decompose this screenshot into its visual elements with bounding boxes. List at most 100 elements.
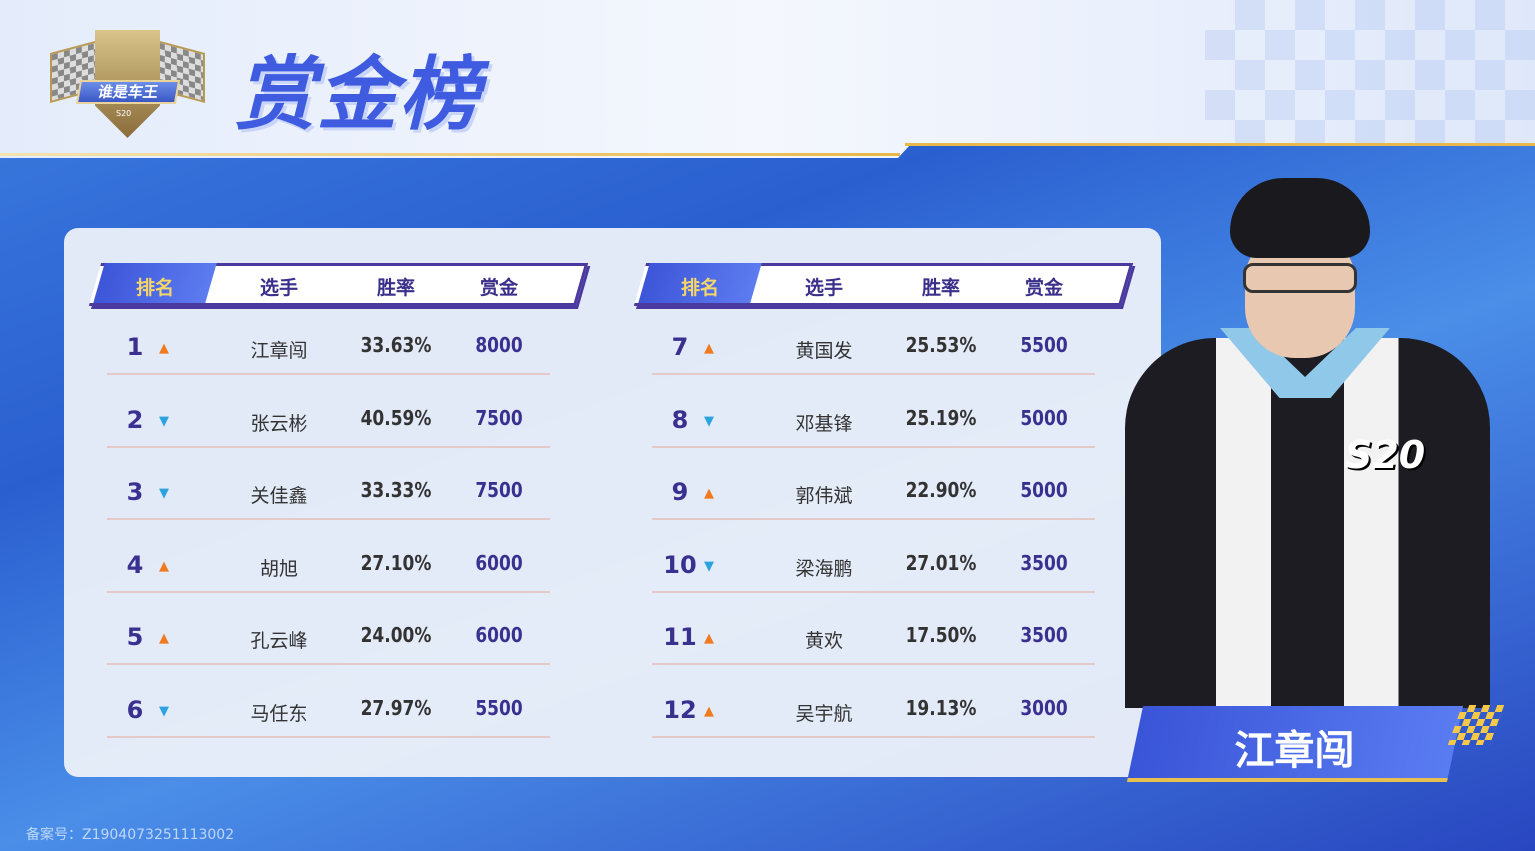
rank-number: 4 (126, 550, 144, 579)
jersey-logo: S20 (1345, 433, 1426, 477)
rank-number: 2 (126, 405, 144, 434)
player-name: 吴宇航 (795, 702, 853, 725)
trend-up-icon: ▲ (704, 703, 714, 719)
player-name: 黄欢 (804, 630, 844, 652)
table-row: 6 ▼ 马任东 27.97% 5500 (107, 666, 550, 738)
player-name: 关佳鑫 (250, 485, 308, 507)
trend-down-icon: ▼ (159, 703, 169, 719)
rank-number: 7 (671, 333, 689, 361)
trend-up-icon: ▲ (704, 631, 714, 646)
table-row: 1 ▲ 江章闯 33.63% 8000 (107, 303, 550, 375)
win-rate: 33.33% (360, 478, 432, 502)
trend-down-icon: ▼ (704, 558, 714, 574)
table-row: 8 ▼ 邓基锋 25.19% 5000 (652, 376, 1095, 448)
table-header: 排名 选手 胜率 赏金 (633, 263, 1134, 306)
win-rate: 40.59% (360, 405, 432, 430)
bounty: 6000 (475, 623, 523, 647)
table-row: 11 ▲ 黄欢 17.50% 3500 (652, 593, 1095, 665)
trend-up-icon: ▲ (159, 341, 169, 356)
trend-up-icon: ▲ (159, 558, 169, 574)
bounty: 7500 (475, 405, 523, 430)
bounty: 5000 (1020, 405, 1068, 430)
player-name: 梁海鹏 (795, 557, 853, 580)
logo-text: 谁是车王 (75, 80, 181, 104)
bounty: 6000 (475, 550, 523, 575)
bounty: 7500 (475, 478, 523, 502)
player-name: 江章闯 (250, 340, 308, 362)
jacket (1125, 338, 1490, 708)
leaderboard-table-right: 排名 选手 胜率 赏金 7 ▲ 黄国发 25.53% 5500 8 ▼ 邓基锋 25.19% 5000 9 ▲… (633, 263, 1134, 738)
header-banner (0, 0, 1535, 158)
col-winrate: 胜率 (921, 277, 961, 299)
bounty: 3500 (1020, 550, 1068, 575)
bounty: 5500 (475, 695, 523, 720)
logo-sub: S20 (116, 109, 132, 118)
player-name: 孔云峰 (250, 630, 308, 652)
trend-down-icon: ▼ (159, 486, 169, 501)
col-rank: 排名 (680, 277, 720, 299)
featured-player-photo: S20 (1125, 178, 1490, 708)
rank-number: 8 (671, 405, 689, 434)
rank-number: 3 (126, 478, 144, 506)
bounty: 5500 (1020, 333, 1068, 357)
page-title: 赏金榜 (235, 48, 481, 141)
col-player: 选手 (259, 277, 299, 299)
win-rate: 17.50% (905, 623, 977, 647)
table-row: 10 ▼ 梁海鹏 27.01% 3500 (652, 521, 1095, 593)
win-rate: 25.53% (905, 333, 977, 357)
table-row: 4 ▲ 胡旭 27.10% 6000 (107, 521, 550, 593)
icp-number: 备案号：Z1904073251113002 (26, 827, 235, 843)
trend-down-icon: ▼ (704, 413, 714, 429)
bounty: 8000 (475, 333, 523, 357)
win-rate: 24.00% (360, 623, 432, 647)
table-row: 3 ▼ 关佳鑫 33.33% 7500 (107, 448, 550, 520)
player-name: 胡旭 (259, 557, 299, 580)
win-rate: 27.10% (360, 550, 432, 575)
leaderboard-panel (64, 228, 1161, 777)
table-header: 排名 选手 胜率 赏金 (88, 263, 589, 306)
table-row: 7 ▲ 黄国发 25.53% 5500 (652, 303, 1095, 375)
rank-number: 1 (126, 333, 144, 361)
table-row: 12 ▲ 吴宇航 19.13% 3000 (652, 666, 1095, 738)
glasses (1243, 263, 1357, 293)
bounty: 3500 (1020, 623, 1068, 647)
bounty: 3000 (1020, 695, 1068, 720)
leaderboard-table-left: 排名 选手 胜率 赏金 1 ▲ 江章闯 33.63% 8000 2 ▼ 张云彬 40.59% 7500 3 ▼… (88, 263, 589, 738)
rank-number: 5 (126, 623, 144, 651)
win-rate: 25.19% (905, 405, 977, 430)
trend-up-icon: ▲ (704, 341, 714, 356)
col-bounty: 赏金 (479, 277, 519, 299)
hair (1230, 178, 1370, 258)
gold-divider (905, 143, 1535, 146)
win-rate: 22.90% (905, 478, 977, 502)
win-rate: 33.63% (360, 333, 432, 357)
player-name: 黄国发 (795, 340, 853, 362)
player-name: 邓基锋 (795, 412, 853, 435)
featured-player-namecard: 江章闯 (1126, 706, 1464, 782)
trend-up-icon: ▲ (159, 631, 169, 646)
face (1245, 238, 1355, 358)
win-rate: 27.01% (905, 550, 977, 575)
col-winrate: 胜率 (376, 277, 416, 299)
trend-up-icon: ▲ (704, 486, 714, 501)
player-name: 张云彬 (250, 412, 308, 435)
col-rank: 排名 (135, 277, 175, 299)
col-player: 选手 (804, 277, 844, 299)
rank-number: 11 (663, 623, 697, 651)
col-bounty: 赏金 (1024, 277, 1064, 299)
table-row: 5 ▲ 孔云峰 24.00% 6000 (107, 593, 550, 665)
bounty: 5000 (1020, 478, 1068, 502)
trend-down-icon: ▼ (159, 413, 169, 429)
gold-divider (0, 153, 900, 156)
table-row: 9 ▲ 郭伟斌 22.90% 5000 (652, 448, 1095, 520)
win-rate: 27.97% (360, 695, 432, 720)
event-logo: 谁是车王 S20 (50, 25, 205, 140)
rank-number: 6 (126, 695, 144, 724)
rank-number: 9 (671, 478, 689, 506)
checker-pattern (1205, 0, 1535, 145)
table-row: 2 ▼ 张云彬 40.59% 7500 (107, 376, 550, 448)
player-name: 郭伟斌 (795, 485, 853, 507)
rank-number: 10 (663, 550, 697, 579)
win-rate: 19.13% (905, 695, 977, 720)
featured-player-name: 江章闯 (1234, 728, 1355, 774)
